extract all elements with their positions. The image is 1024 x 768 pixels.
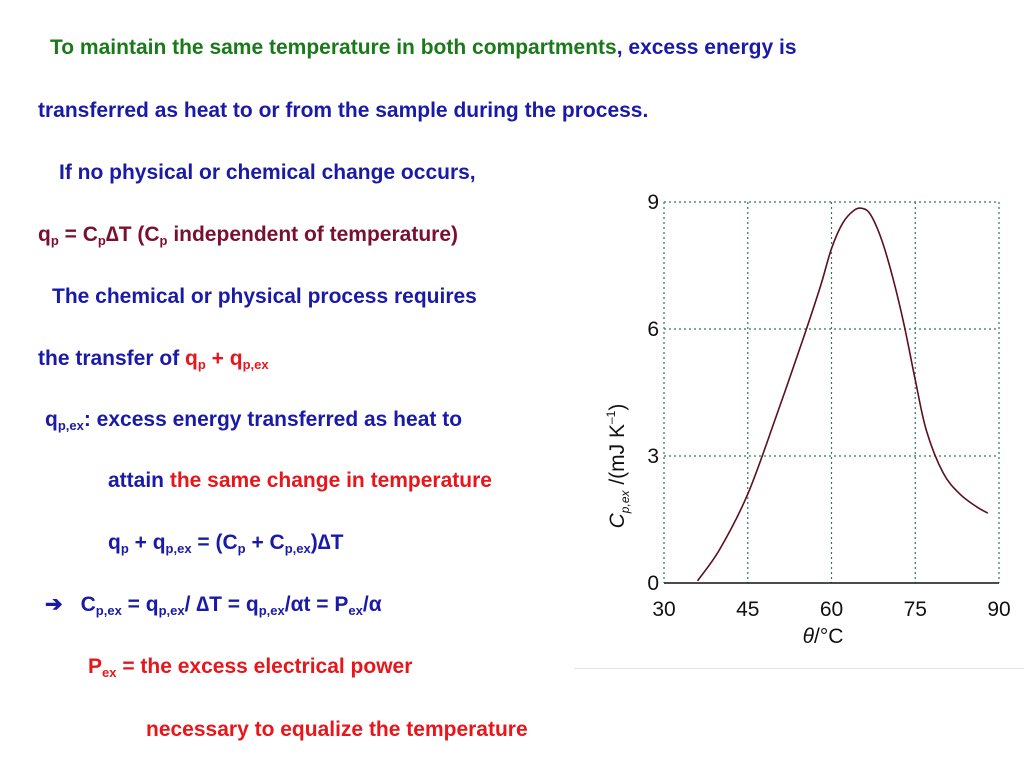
series-line [696, 207, 989, 582]
line-12: necessary to equalize the temperature [146, 718, 528, 741]
right-arrow-icon: ➔ [45, 593, 63, 616]
tick-labels: 30 45 60 75 90 0 3 6 9 [647, 191, 1010, 621]
line-9-equation: qp + qp,ex = (Cp + Cp,ex)∆T [108, 531, 344, 556]
y-tick-label: 6 [647, 318, 659, 341]
x-tick-label: 75 [904, 598, 927, 621]
line-6: the transfer of qp + qp,ex [38, 347, 269, 371]
delta-symbol: ∆ [196, 593, 210, 616]
y-axis-label: Cp,ex /(mJ K–1) [604, 404, 632, 529]
eq-q: q [38, 223, 51, 246]
alpha-symbol: α [368, 593, 382, 616]
line-8: attain the same change in temperature [108, 469, 492, 493]
line-2: transferred as heat to or from the sampl… [38, 99, 649, 122]
delta-symbol: ∆ [105, 223, 119, 246]
x-tick-label: 30 [652, 598, 675, 621]
x-tick-label: 60 [820, 598, 843, 621]
x-tick-label: 90 [987, 598, 1010, 621]
axes [663, 202, 999, 584]
eq-equals-c: = C [58, 223, 98, 246]
line-1: To maintain the same temperature in both… [50, 36, 797, 60]
line-1-part-a: To maintain the same temperature in both… [50, 36, 617, 59]
line-7: qp,ex: excess energy transferred as heat… [45, 408, 462, 432]
line-1-part-b: , excess energy is [616, 36, 797, 59]
line-3: If no physical or chemical change occurs… [59, 161, 476, 184]
eq-sub-p: p [159, 233, 168, 248]
q-pex-symbol: qp,ex [45, 408, 84, 433]
line-6-text: the transfer of [38, 347, 186, 370]
line-5: The chemical or physical process require… [52, 285, 477, 308]
alpha-symbol: α [290, 593, 304, 616]
eq-sub-p: p [50, 233, 59, 248]
x-tick-label: 45 [736, 598, 759, 621]
svg-text:Cp,ex /(mJ K–1): Cp,ex /(mJ K–1) [604, 404, 632, 529]
y-tick-label: 0 [647, 572, 659, 595]
line-4-equation: qp = Cp∆T (Cp independent of temperature… [38, 223, 458, 247]
divider [574, 668, 1024, 669]
q-p-symbol: qp + qp,ex [185, 347, 269, 372]
line-7-text: : excess energy transferred as heat to [83, 408, 463, 431]
heat-capacity-chart: 30 45 60 75 90 0 3 6 9 Cp,ex /(mJ K–1) θ/°C [604, 191, 1011, 648]
eq-sub-p: p [97, 233, 106, 248]
x-axis-label: θ/°C [803, 625, 844, 648]
line-8-text-a: attain [108, 469, 170, 492]
grid [664, 201, 1000, 583]
y-tick-label: 3 [647, 445, 659, 468]
delta-symbol: ∆ [317, 531, 331, 554]
line-11: Pex = the excess electrical power [88, 655, 413, 680]
eq-rest: independent of temperature) [167, 223, 459, 246]
eq-t: T (C [118, 223, 160, 246]
line-10-equation: ➔ Cp,ex = qp,ex/ ∆T = qp,ex/αt = Pex/α [45, 593, 382, 618]
line-8-text-b: the same change in temperature [169, 469, 492, 492]
y-tick-label: 9 [647, 191, 659, 214]
